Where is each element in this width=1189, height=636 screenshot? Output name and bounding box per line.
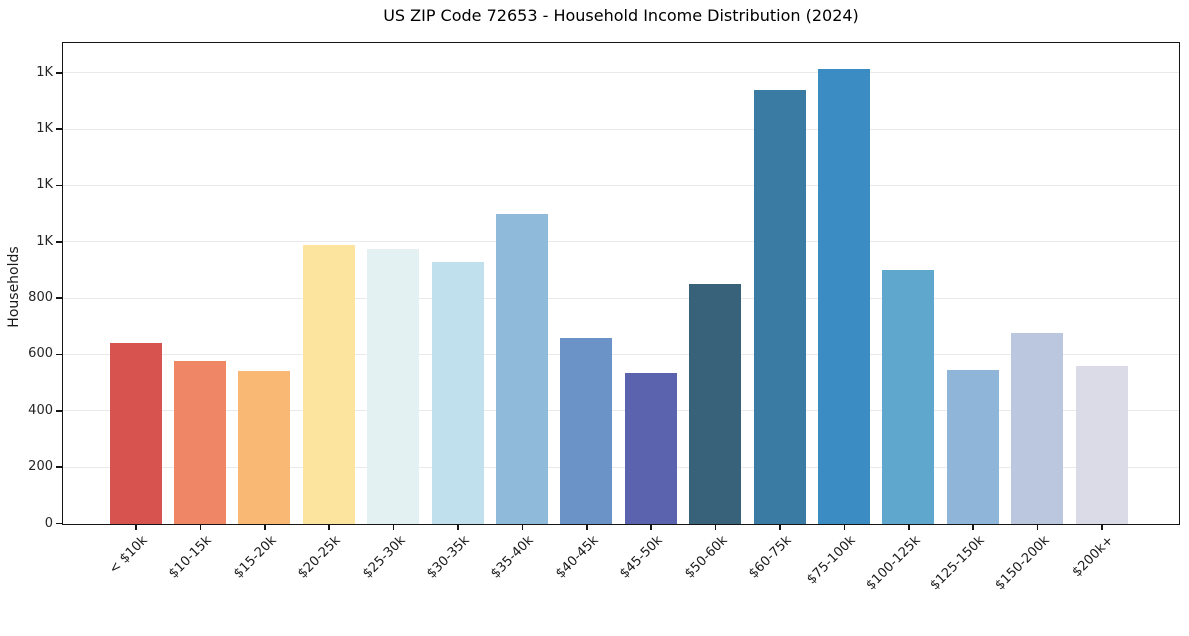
- plot-area: [62, 42, 1180, 525]
- x-tick-mark: [135, 525, 137, 530]
- gridline: [63, 297, 1179, 299]
- bar: [173, 361, 226, 524]
- y-tick-label: 1K: [36, 177, 53, 193]
- x-tick-mark: [521, 525, 524, 530]
- gridline: [63, 354, 1179, 355]
- x-tick-mark: [264, 525, 266, 530]
- y-tick-label: 1K: [36, 64, 53, 80]
- x-tick-mark: [779, 525, 781, 530]
- bar: [1011, 333, 1064, 524]
- gridline: [63, 72, 1179, 74]
- y-tick-label: 400: [28, 402, 53, 418]
- y-tick-label: 1K: [36, 121, 53, 137]
- bar: [817, 69, 870, 524]
- x-tick-mark: [972, 525, 974, 530]
- y-tick-mark: [56, 128, 62, 130]
- chart-title: US ZIP Code 72653 - Household Income Dis…: [383, 6, 859, 25]
- x-tick-mark: [328, 525, 330, 530]
- x-tick-mark: [392, 525, 395, 530]
- bar: [624, 373, 677, 524]
- bar: [302, 244, 355, 524]
- bar: [753, 90, 806, 524]
- gridline: [63, 128, 1179, 130]
- y-tick-mark: [56, 410, 62, 412]
- bar: [946, 369, 999, 524]
- bar: [882, 270, 935, 524]
- gridline: [63, 410, 1179, 412]
- bar: [109, 342, 162, 524]
- bar: [238, 370, 291, 524]
- bar: [560, 337, 613, 524]
- y-tick-mark: [56, 353, 62, 356]
- y-tick-mark: [56, 522, 62, 525]
- x-tick-mark: [714, 525, 717, 530]
- y-tick-label: 600: [28, 346, 53, 362]
- x-tick-mark: [908, 525, 910, 530]
- bar: [1075, 365, 1128, 524]
- gridline: [63, 466, 1179, 468]
- y-tick-mark: [56, 466, 62, 468]
- bar: [495, 214, 548, 524]
- x-tick-mark: [1101, 525, 1103, 530]
- x-tick-mark: [650, 525, 652, 530]
- y-tick-mark: [56, 184, 62, 187]
- y-tick-mark: [56, 72, 62, 74]
- y-tick-label: 1K: [36, 233, 53, 249]
- x-tick-mark: [457, 525, 459, 530]
- x-tick-mark: [199, 525, 202, 530]
- x-tick-mark: [1036, 525, 1039, 530]
- y-tick-mark: [56, 297, 62, 299]
- plot-inner: [63, 43, 1179, 524]
- x-tick-mark: [843, 525, 846, 530]
- y-tick-label: 800: [28, 290, 53, 306]
- bar: [689, 283, 742, 524]
- gridline: [63, 184, 1179, 186]
- x-tick-mark: [586, 525, 588, 530]
- figure: US ZIP Code 72653 - Household Income Dis…: [6, 6, 1180, 593]
- y-axis-label: Households: [6, 246, 22, 328]
- gridline: [63, 241, 1179, 243]
- bar: [431, 261, 484, 524]
- y-tick-label: 0: [44, 515, 53, 531]
- bar: [367, 249, 420, 524]
- y-tick-label: 200: [28, 459, 53, 475]
- y-tick-mark: [56, 241, 62, 243]
